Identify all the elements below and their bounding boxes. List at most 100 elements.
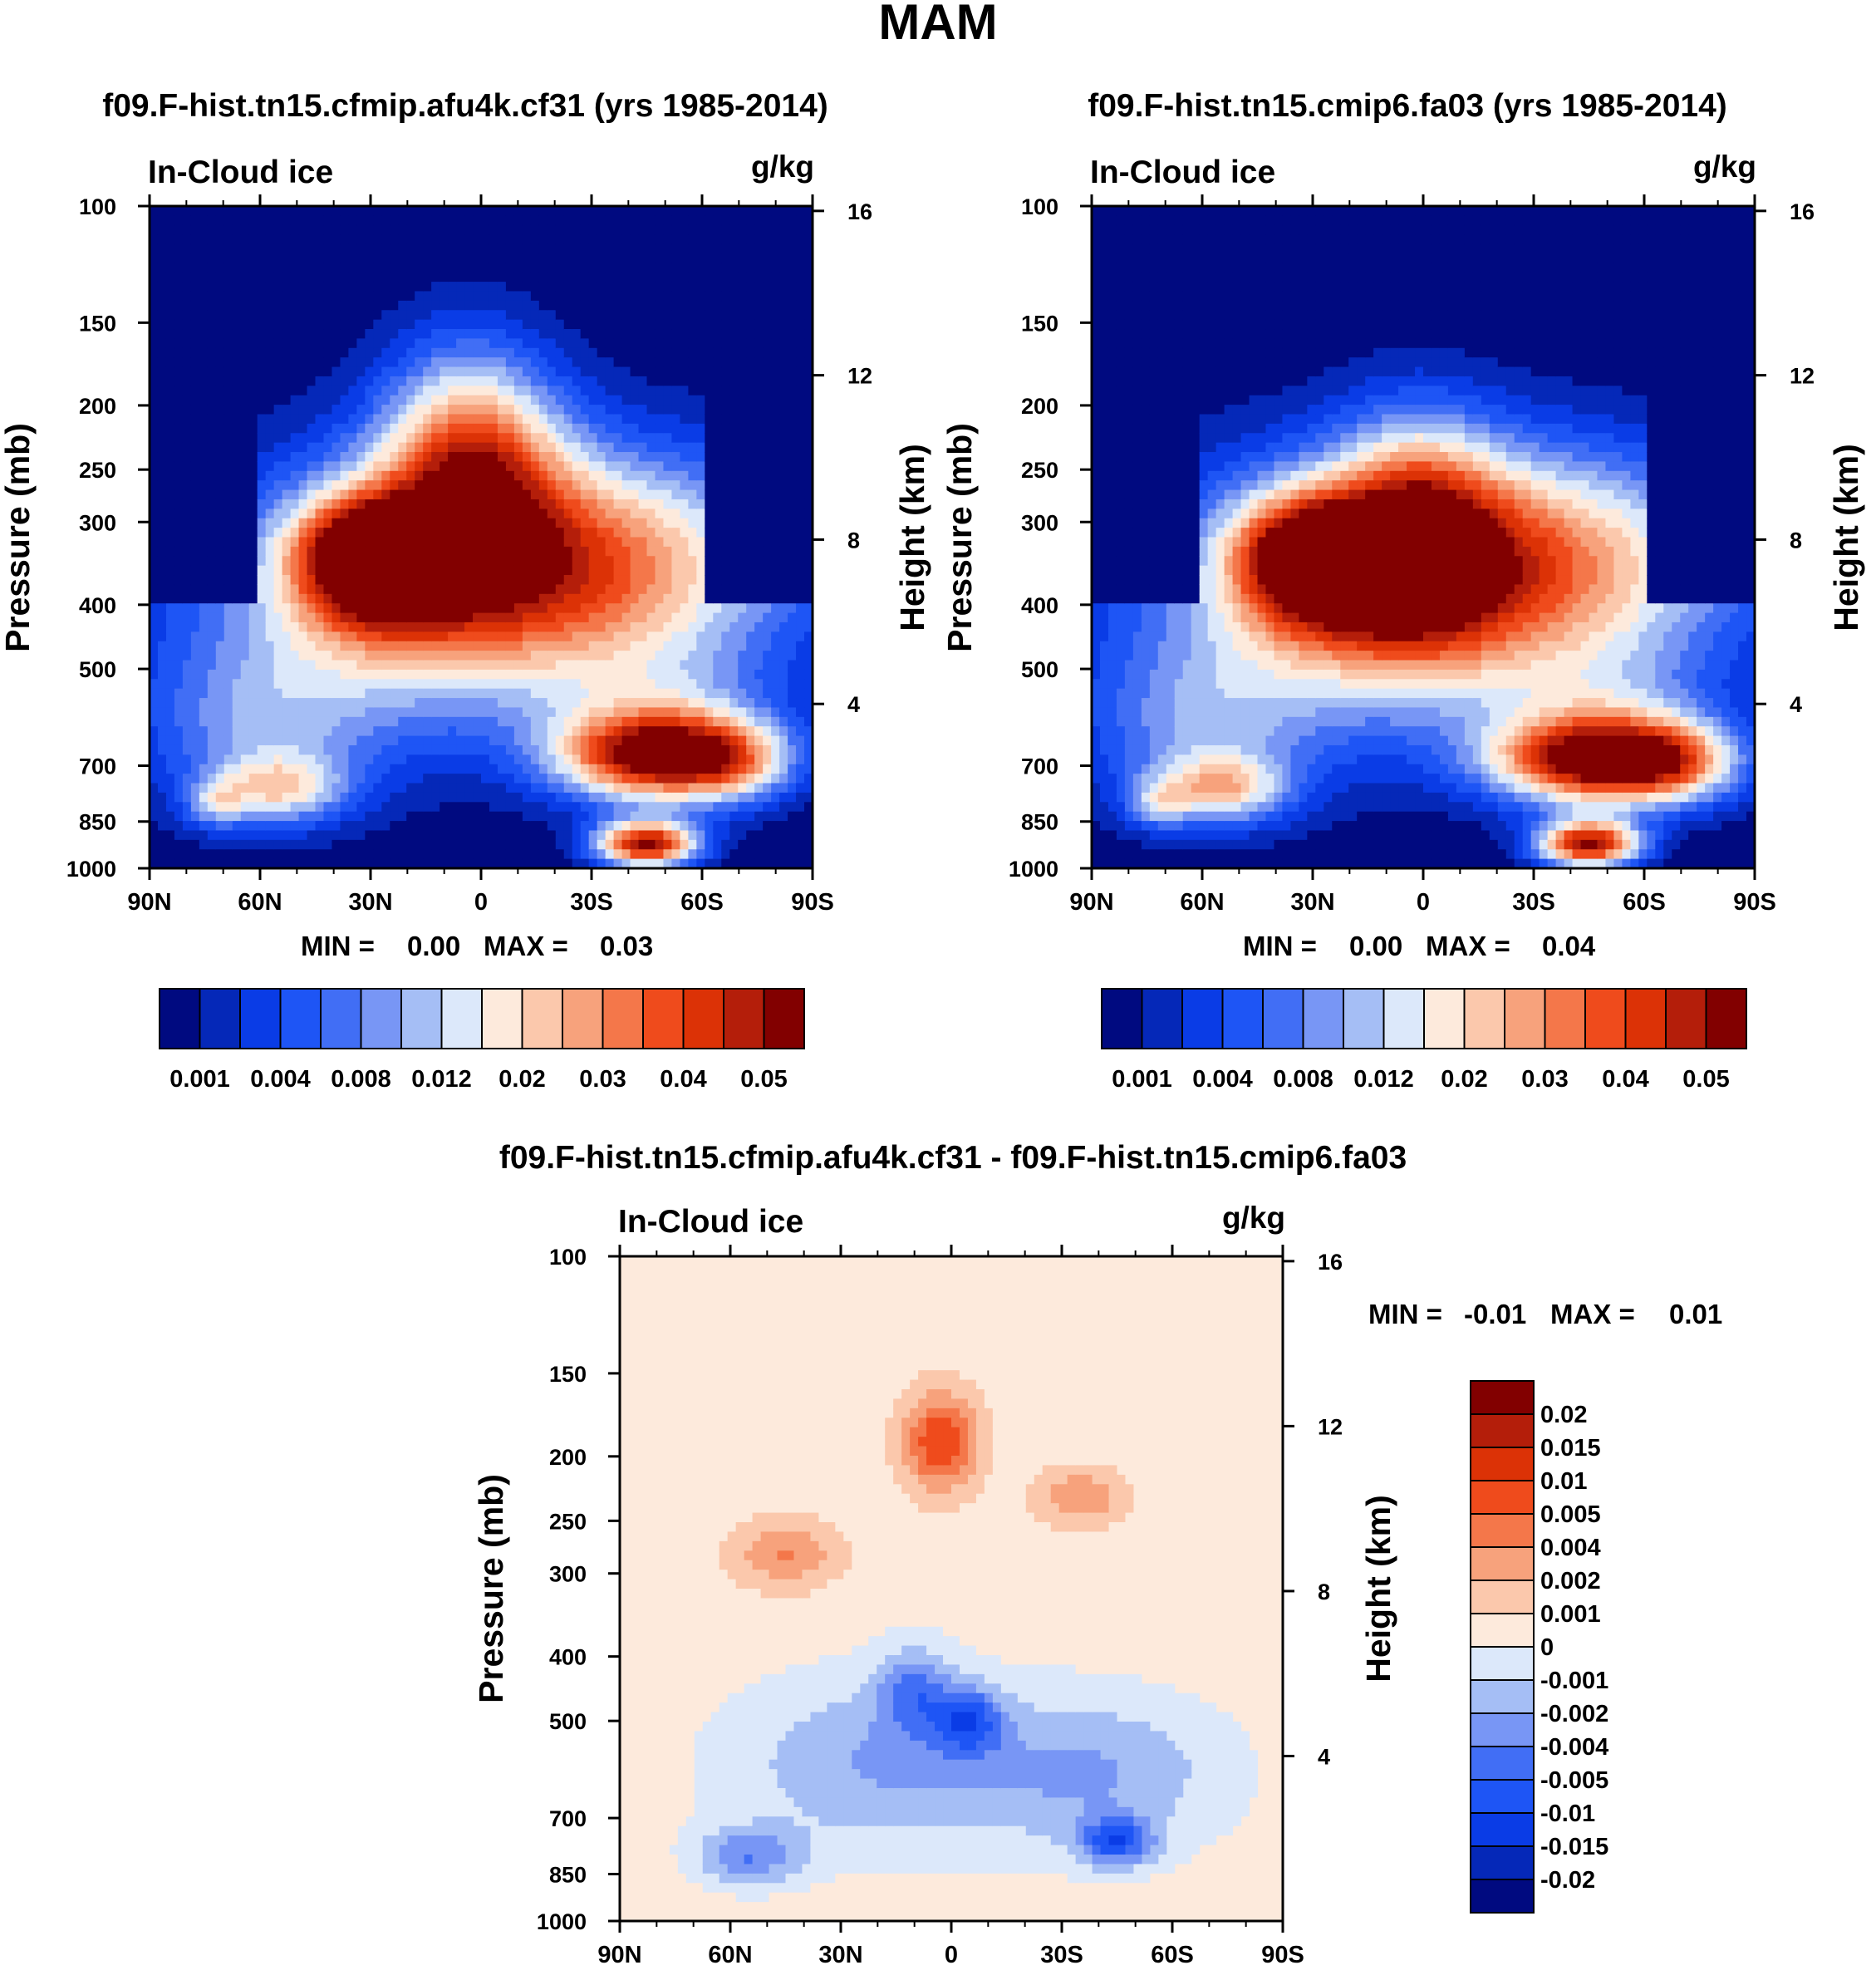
- field-cell: [713, 802, 722, 813]
- field-cell: [680, 622, 689, 632]
- field-cell: [646, 489, 656, 500]
- field-cell: [522, 556, 532, 567]
- field-cell: [373, 660, 382, 671]
- field-cell: [555, 735, 565, 746]
- field-cell: [315, 688, 325, 699]
- field-cell: [415, 263, 424, 273]
- field-cell: [290, 282, 300, 292]
- field-cell: [497, 253, 507, 263]
- field-cell: [223, 783, 233, 793]
- field-cell: [613, 556, 623, 567]
- field-cell: [688, 556, 697, 567]
- field-cell: [298, 319, 308, 330]
- field-cell: [248, 726, 258, 737]
- field-cell: [580, 338, 590, 349]
- field-cell: [331, 783, 341, 793]
- field-cell: [456, 537, 465, 548]
- field-cell: [223, 716, 233, 727]
- field-cell: [406, 338, 415, 349]
- field-cell: [373, 651, 382, 661]
- field-cell: [555, 631, 565, 642]
- field-cell: [530, 631, 540, 642]
- field-cell: [696, 243, 705, 254]
- field-cell: [696, 263, 705, 273]
- field-cell: [613, 423, 623, 434]
- field-cell: [431, 821, 440, 832]
- field-cell: [547, 376, 557, 386]
- field-cell: [729, 272, 739, 283]
- field-cell: [448, 631, 457, 642]
- field-cell: [273, 518, 283, 528]
- field-cell: [240, 442, 250, 453]
- field-cell: [232, 215, 242, 226]
- field-cell: [729, 518, 739, 528]
- field-cell: [390, 357, 399, 368]
- field-cell: [248, 489, 258, 500]
- field-cell: [398, 338, 407, 349]
- field-cell: [729, 641, 739, 651]
- field-cell: [182, 291, 192, 302]
- field-cell: [580, 603, 590, 614]
- field-cell: [547, 291, 557, 302]
- field-cell: [390, 744, 399, 755]
- field-cell: [663, 338, 673, 349]
- field-cell: [282, 764, 292, 774]
- field-cell: [638, 405, 648, 415]
- field-cell: [613, 376, 623, 386]
- field-cell: [646, 338, 656, 349]
- field-cell: [538, 726, 548, 737]
- field-cell: [729, 414, 739, 425]
- field-cell: [555, 651, 565, 661]
- field-cell: [663, 537, 673, 548]
- field-cell: [630, 206, 640, 216]
- field-cell: [489, 442, 498, 453]
- field-cell: [232, 414, 242, 425]
- field-cell: [356, 376, 366, 386]
- field-cell: [713, 735, 722, 746]
- field-cell: [448, 688, 457, 699]
- field-cell: [588, 452, 598, 463]
- field-cell: [257, 726, 267, 737]
- field-cell: [630, 405, 640, 415]
- field-cell: [638, 783, 648, 793]
- field-cell: [174, 802, 184, 813]
- field-cell: [688, 821, 697, 832]
- field-cell: [663, 641, 673, 651]
- field-cell: [282, 282, 292, 292]
- field-cell: [481, 811, 490, 822]
- field-cell: [207, 224, 217, 235]
- field-cell: [638, 603, 648, 614]
- field-cell: [613, 603, 623, 614]
- field-cell: [232, 764, 242, 774]
- field-cell: [448, 224, 457, 235]
- field-cell: [663, 735, 673, 746]
- field-cell: [323, 707, 333, 718]
- field-cell: [555, 452, 565, 463]
- field-cell: [448, 366, 457, 377]
- field-cell: [365, 433, 374, 444]
- field-cell: [646, 593, 656, 604]
- field-cell: [165, 442, 175, 453]
- field-cell: [398, 243, 407, 254]
- field-cell: [513, 707, 523, 718]
- field-cell: [538, 565, 548, 576]
- field-cell: [423, 811, 432, 822]
- field-cell: [365, 253, 374, 263]
- field-cell: [340, 499, 349, 509]
- field-cell: [522, 735, 532, 746]
- field-cell: [646, 735, 656, 746]
- field-cell: [398, 698, 407, 709]
- field-cell: [638, 688, 648, 699]
- field-cell: [307, 593, 317, 604]
- field-cell: [613, 300, 623, 311]
- field-cell: [373, 310, 382, 321]
- field-cell: [448, 329, 457, 339]
- field-cell: [199, 414, 209, 425]
- field-cell: [215, 263, 225, 273]
- field-cell: [597, 253, 607, 263]
- field-cell: [190, 263, 200, 273]
- field-cell: [373, 423, 382, 434]
- field-cell: [538, 224, 548, 235]
- field-cell: [530, 206, 540, 216]
- field-cell: [265, 537, 275, 548]
